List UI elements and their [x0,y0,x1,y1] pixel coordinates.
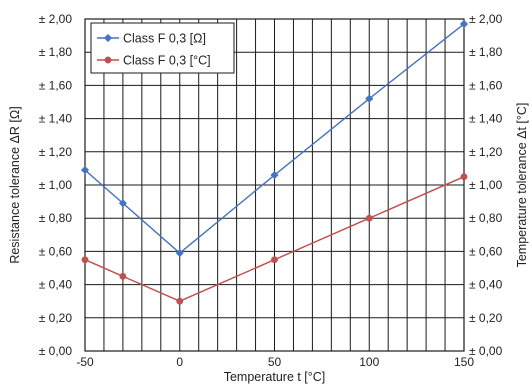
series-line [84,23,465,254]
right-y-tick-label: ± 1,60 [469,78,503,92]
data-point-circle [271,256,278,264]
left-y-tick-label: ± 0,00 [39,344,73,358]
right-y-tick-label: ± 1,20 [469,145,503,159]
right-y-tick-label: ± 1,40 [469,112,503,126]
data-point-diamond [270,170,279,180]
x-tick-label: -50 [76,355,94,369]
left-y-tick-label: ± 2,00 [39,12,73,26]
right-y-tick-label: ± 1,00 [469,178,503,192]
data-point-diamond [118,199,128,208]
right-y-tick-label: ± 2,00 [469,12,503,26]
series-line [84,176,465,302]
legend-item: Class F 0,3 [°C] [97,54,211,68]
left-y-tick-label: ± 0,20 [39,311,73,325]
legend-item: Class F 0,3 [Ω] [97,32,206,46]
data-point-diamond [80,165,90,175]
data-point-circle [176,297,184,305]
data-point-circle [104,56,112,64]
series-1 [80,19,469,258]
left-y-tick-label: ± 1,00 [39,178,73,192]
data-point-circle [81,256,89,264]
data-point-diamond [459,19,469,29]
right-y-tick-label: ± 0,20 [469,311,503,325]
data-point-diamond [175,248,184,258]
right-y-tick-label: ± 1,80 [469,45,503,59]
series-2 [81,173,468,305]
left-y-tick-label: ± 0,80 [39,211,73,225]
x-axis-tick-labels: -50 0 50 100 150 [76,355,474,369]
right-y-tick-label: ± 0,40 [469,278,503,292]
data-point-circle [365,214,373,222]
right-y-tick-label: ± 0,60 [469,244,503,258]
data-point-diamond [365,94,374,103]
legend-label: Class F 0,3 [Ω] [123,32,206,46]
left-y-tick-label: ± 1,60 [39,78,73,92]
data-point-circle [119,272,127,280]
x-tick-label: 150 [454,355,474,369]
x-tick-label: 100 [359,355,379,369]
left-y-tick-label: ± 1,80 [39,45,73,59]
left-y-axis-title: Resistance tolerance ΔR [Ω] [8,106,22,263]
left-y-axis-tick-labels: ± 0,00 ± 0,20 ± 0,40 ± 0,60 ± 0,80 ± 1,00 ± 1,… [39,12,73,358]
x-tick-label: 50 [268,355,282,369]
legend-box [90,22,235,74]
right-y-axis-title: Temperature tolerance Δt [°C] [515,103,529,268]
left-y-tick-label: ± 0,40 [39,278,73,292]
left-y-tick-label: ± 1,20 [39,145,73,159]
legend: Class F 0,3 [Ω] Class F 0,3 [°C] [90,22,235,74]
x-tick-label: 0 [176,355,183,369]
data-point-circle [460,173,468,181]
right-y-tick-label: ± 0,00 [469,344,503,358]
left-y-tick-label: ± 0,60 [39,244,73,258]
legend-label: Class F 0,3 [°C] [123,54,211,68]
right-y-tick-label: ± 0,80 [469,211,503,225]
series-layer [80,19,469,305]
data-point-diamond [103,33,113,43]
right-y-axis-tick-labels: ± 0,00 ± 0,20 ± 0,40 ± 0,60 ± 0,80 ± 1,00 ± 1,… [469,12,503,358]
left-y-tick-label: ± 1,40 [39,112,73,126]
x-axis-title: Temperature t [°C] [224,370,326,384]
plot-area-border [84,18,465,352]
